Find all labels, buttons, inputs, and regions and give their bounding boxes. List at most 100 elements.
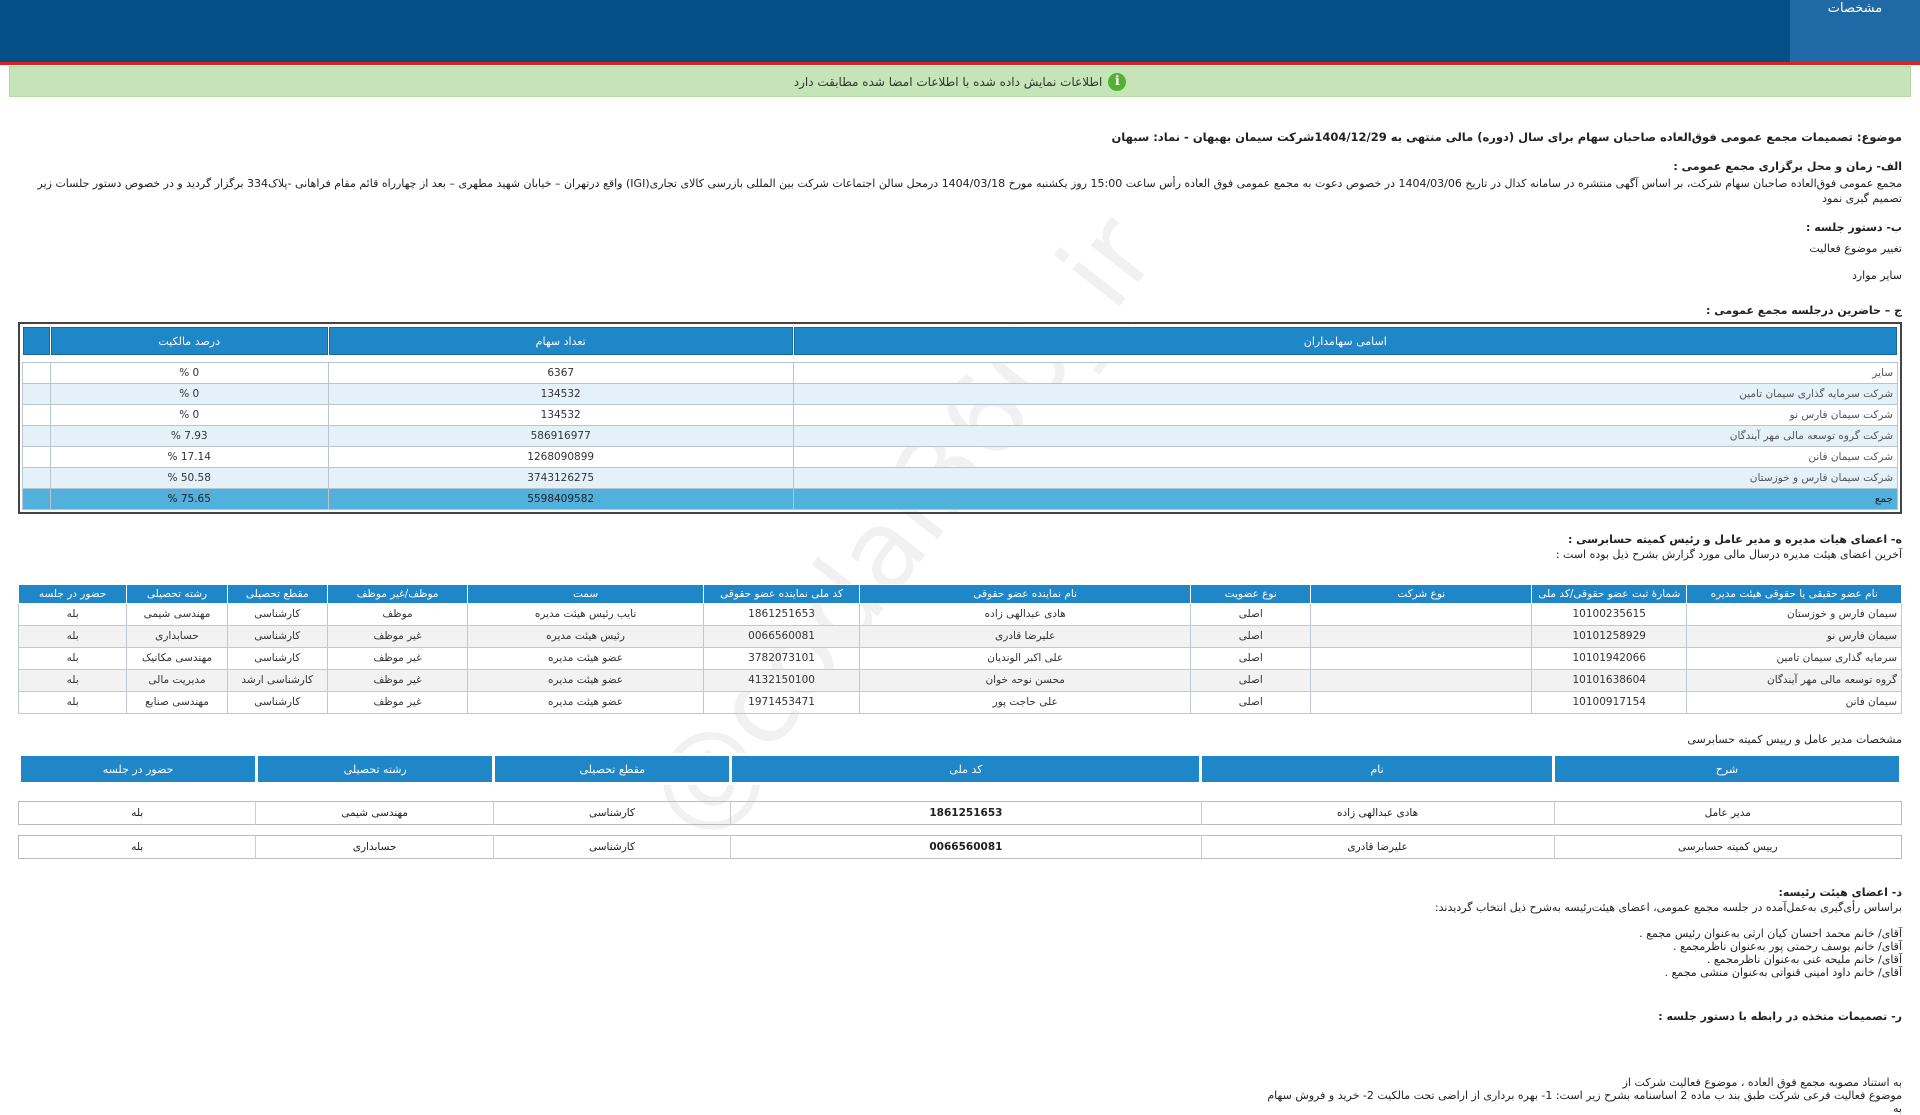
role: مدیر عامل — [1553, 801, 1902, 825]
employment-status: موظف — [326, 603, 469, 626]
section-r-title: ر- تصمیمات متخذه در رابطه با دستور جلسه … — [1658, 1010, 1902, 1023]
member-name: گروه توسعه مالی مهر آیندگان — [1686, 669, 1902, 692]
company-type — [1310, 669, 1533, 692]
education-field: مهندسی مکانیک — [126, 647, 228, 670]
col-header: نوع شرکت — [1310, 584, 1533, 604]
share-count: 134532 — [327, 383, 794, 405]
total-shares: 5598409582 — [327, 488, 794, 510]
education-level: کارشناسی — [492, 835, 731, 859]
company-type — [1310, 647, 1533, 670]
representative-id: 1861251653 — [702, 603, 861, 626]
share-count: 134532 — [327, 404, 794, 426]
representative-id: 0066560081 — [702, 625, 861, 648]
ceo-section-title: مشخصات مدیر عامل و رییس کمیته حسابرسی — [1687, 733, 1902, 746]
representative-name: محسن نوحه خوان — [859, 669, 1192, 692]
shareholders-table: اسامی سهامداران تعداد سهام درصد مالکیت س… — [22, 326, 1899, 510]
shareholder-name: شرکت سیمان فارس و خوزستان — [792, 467, 1899, 489]
table-row: سیمان فانن 10100917154 اصلی علی حاجت پور… — [17, 691, 1902, 714]
table-total-row: جمع 5598409582 75.65 % — [22, 488, 1899, 510]
share-count: 6367 — [327, 362, 794, 384]
registration-id: 10100917154 — [1531, 691, 1688, 714]
employment-status: غیر موظف — [326, 625, 469, 648]
person-name: هادی عبدالهی زاده — [1200, 801, 1554, 825]
match-notice-banner: i اطلاعات نمایش داده شده با اطلاعات امضا… — [9, 66, 1911, 97]
national-id: 0066560081 — [730, 835, 1202, 859]
shareholder-name: سایر — [792, 362, 1899, 384]
employment-status: غیر موظف — [326, 647, 469, 670]
col-header: حضور در جلسه — [17, 584, 128, 604]
tab-details[interactable]: مشخصات — [1790, 0, 1920, 62]
col-header: موظف/غیر موظف — [326, 584, 469, 604]
share-count: 3743126275 — [327, 467, 794, 489]
presidium-member: آقای/ خانم یوسف رحمتی پور به‌عنوان ناظرم… — [1673, 940, 1902, 953]
representative-name: علی اکبر الوندیان — [859, 647, 1192, 670]
registration-id: 10100235615 — [1531, 603, 1688, 626]
attendance: بله — [17, 669, 128, 692]
notice-text: اطلاعات نمایش داده شده با اطلاعات امضا ش… — [793, 74, 1103, 89]
representative-id: 3782073101 — [702, 647, 861, 670]
education-level: کارشناسی — [226, 625, 328, 648]
audit-chair-row: رییس کمیته حسابرسی علیرضا قادری 00665600… — [18, 835, 1902, 859]
decision-line: موضوع فعالیت فرعی شرکت طبق بند ب ماده 2 … — [1267, 1089, 1902, 1102]
education-field: حسابداری — [255, 835, 494, 859]
education-field: مهندسی صنایع — [126, 691, 228, 714]
agenda-item: سایر موارد — [1851, 269, 1902, 282]
share-count: 586916977 — [327, 425, 794, 447]
table-row: شرکت سیمان فانن 1268090899 17.14 % — [22, 446, 1899, 468]
col-header: کد ملی — [729, 753, 1203, 785]
table-row: شرکت سیمان فارس و خوزستان 3743126275 50.… — [22, 467, 1899, 489]
shareholder-name: شرکت سیمان فارس نو — [792, 404, 1899, 426]
agenda-item: تغییر موضوع فعالیت — [1809, 242, 1902, 255]
table-row: شرکت سرمایه گذاری سیمان تامین 134532 0 % — [22, 383, 1899, 405]
table-row: گروه توسعه مالی مهر آیندگان 10101638604 … — [17, 669, 1902, 692]
col-header: حضور در جلسه — [17, 753, 259, 785]
position: عضو هیئت مدیره — [467, 647, 704, 670]
section-c-title: ج – حاضرین درجلسه مجمع عمومی : — [1706, 304, 1902, 317]
section-a-title: الف- زمان و محل برگزاری مجمع عمومی : — [1673, 160, 1902, 173]
ceo-table-header: شرح نام کد ملی مقطع تحصیلی رشته تحصیلی ح… — [17, 753, 1903, 785]
table-row: سیمان فارس نو 10101258929 اصلی علیرضا قا… — [17, 625, 1902, 648]
col-header: شمارهٔ ثبت عضو حقوقی/کد ملی — [1531, 584, 1688, 604]
education-level: کارشناسی — [226, 603, 328, 626]
col-header: نام عضو حقیقی یا حقوقی هیئت مدیره — [1686, 584, 1902, 604]
decision-line: به — [1893, 1102, 1902, 1115]
col-header-shares: تعداد سهام — [327, 326, 794, 356]
presidium-member: آقای/ خانم داود امینی قنواتی به‌عنوان من… — [1664, 966, 1902, 979]
employment-status: غیر موظف — [326, 691, 469, 714]
section-h-subtitle: آخرین اعضای هیئت مدیره درسال مالی مورد گ… — [1555, 548, 1902, 561]
attendance: بله — [17, 647, 128, 670]
ownership-percent: 50.58 % — [49, 467, 329, 489]
col-header: مقطع تحصیلی — [492, 753, 733, 785]
board-members-table: نام عضو حقیقی یا حقوقی هیئت مدیره شمارهٔ… — [17, 584, 1902, 714]
membership-type: اصلی — [1190, 603, 1312, 626]
table-row: شرکت گروه توسعه مالی مهر آیندگان 5869169… — [22, 425, 1899, 447]
company-type — [1310, 625, 1533, 648]
table-row: سرمایه گذاری سیمان تامین 10101942066 اصل… — [17, 647, 1902, 670]
membership-type: اصلی — [1190, 691, 1312, 714]
education-level: کارشناسی — [492, 801, 731, 825]
col-header: نام — [1199, 753, 1555, 785]
attendance: بله — [17, 603, 128, 626]
decision-line: به استناد مصوبه مجمع فوق العاده ، موضوع … — [1622, 1076, 1902, 1089]
col-header-shareholder: اسامی سهامداران — [792, 326, 1899, 356]
presidium-member: آقای/ خانم محمد احسان کیان ارثی به‌عنوان… — [1639, 927, 1902, 940]
section-b-title: ب- دستور جلسه : — [1806, 221, 1902, 234]
report-subject: موضوع: تصمیمات مجمع عمومی فوق‌العاده صاح… — [1111, 130, 1902, 144]
table-row: سیمان فارس و خوزستان 10100235615 اصلی ها… — [17, 603, 1902, 626]
col-header-percent: درصد مالکیت — [49, 326, 329, 356]
table-row: سایر 6367 0 % — [22, 362, 1899, 384]
education-field: مهندسی شیمی — [126, 603, 228, 626]
position: نایب رئیس هیئت مدیره — [467, 603, 704, 626]
membership-type: اصلی — [1190, 625, 1312, 648]
col-header: کد ملی نماینده عضو حقوقی — [702, 584, 861, 604]
member-name: سرمایه گذاری سیمان تامین — [1686, 647, 1902, 670]
member-name: سیمان فارس و خوزستان — [1686, 603, 1902, 626]
shareholder-name: شرکت گروه توسعه مالی مهر آیندگان — [792, 425, 1899, 447]
col-header: رشته تحصیلی — [255, 753, 496, 785]
representative-name: علی حاجت پور — [859, 691, 1192, 714]
section-d-title: د- اعضای هیئت رئیسه: — [1778, 886, 1902, 899]
table-row: شرکت سیمان فارس نو 134532 0 % — [22, 404, 1899, 426]
registration-id: 10101942066 — [1531, 647, 1688, 670]
attendance: بله — [131, 840, 144, 853]
col-header-blank — [22, 326, 51, 356]
